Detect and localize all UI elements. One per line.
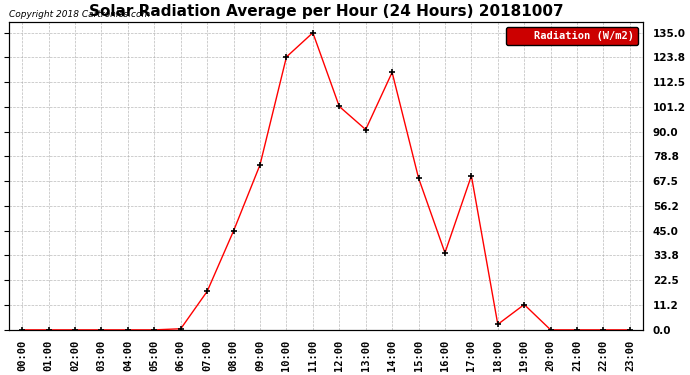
Title: Solar Radiation Average per Hour (24 Hours) 20181007: Solar Radiation Average per Hour (24 Hou…	[89, 4, 563, 19]
Legend: Radiation (W/m2): Radiation (W/m2)	[506, 27, 638, 45]
Text: Copyright 2018 Cartronics.com: Copyright 2018 Cartronics.com	[9, 10, 150, 19]
